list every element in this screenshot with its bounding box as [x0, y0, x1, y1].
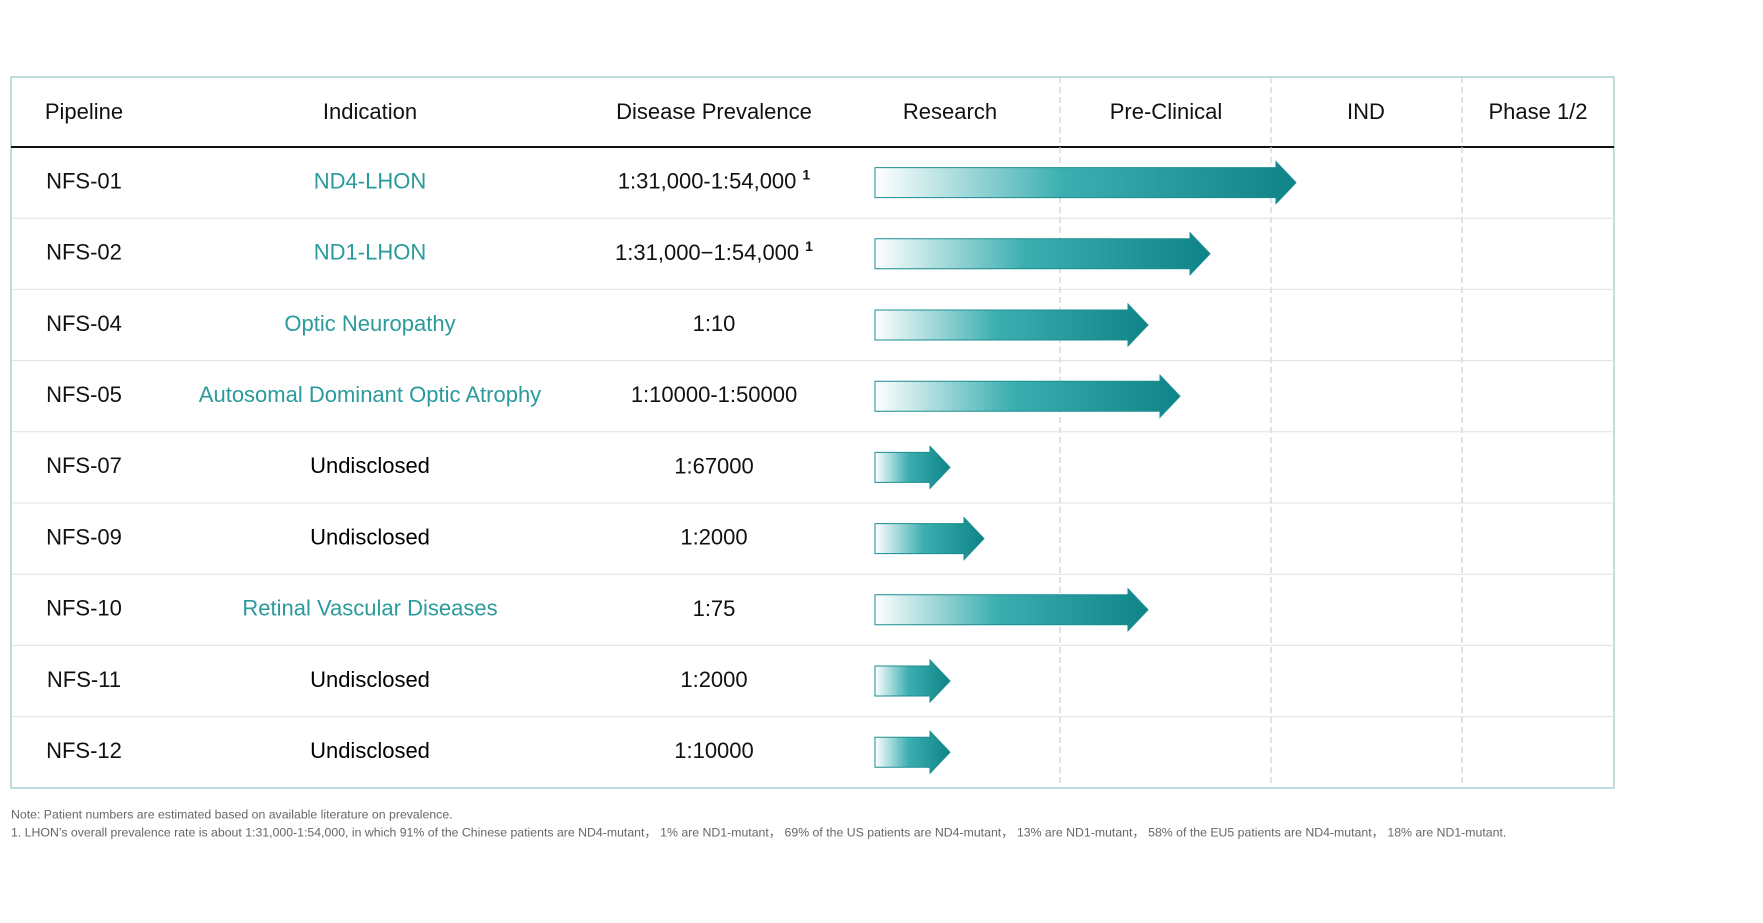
- prevalence: 1:2000: [680, 524, 747, 549]
- pipeline-id: NFS-11: [47, 667, 121, 692]
- pipeline-id: NFS-05: [46, 382, 122, 407]
- column-header: Indication: [323, 99, 417, 124]
- prevalence: 1:67000: [674, 453, 754, 478]
- indication: Undisclosed: [310, 667, 430, 692]
- prevalence: 1:2000: [680, 667, 747, 692]
- column-header: Pipeline: [45, 99, 123, 124]
- indication: Retinal Vascular Diseases: [242, 596, 497, 621]
- progress-arrow: [874, 658, 951, 704]
- column-header: Disease Prevalence: [616, 99, 812, 124]
- prevalence-value: 1:31,000−1:54,000: [615, 240, 799, 265]
- indication: ND1-LHON: [314, 240, 426, 265]
- pipeline-id: NFS-12: [46, 738, 122, 763]
- indication: ND4-LHON: [314, 168, 426, 193]
- column-header: Phase 1/2: [1488, 99, 1587, 124]
- prevalence: 1:75: [693, 596, 736, 621]
- note-ref: 1: [805, 238, 813, 254]
- indication: Undisclosed: [310, 453, 430, 478]
- progress-arrow: [874, 729, 951, 775]
- pipeline-id: NFS-01: [46, 168, 122, 193]
- pipeline-id: NFS-04: [46, 311, 122, 336]
- indication: Undisclosed: [310, 738, 430, 763]
- prevalence: 1:10000: [674, 738, 754, 763]
- progress-arrow: [874, 302, 1149, 348]
- pipeline-id: NFS-10: [46, 596, 122, 621]
- column-header: Pre-Clinical: [1110, 99, 1222, 124]
- pipeline-id: NFS-09: [46, 524, 122, 549]
- note-ref: 1: [802, 166, 810, 182]
- prevalence-value: 1:31,000-1:54,000: [618, 168, 797, 193]
- prevalence-value: 1:10000: [674, 738, 754, 763]
- table-border: [10, 76, 1615, 789]
- progress-arrow: [874, 373, 1181, 419]
- progress-arrow: [874, 587, 1149, 633]
- prevalence-value: 1:2000: [680, 667, 747, 692]
- indication: Autosomal Dominant Optic Atrophy: [199, 382, 541, 407]
- progress-arrow: [874, 445, 951, 490]
- prevalence: 1:10: [693, 311, 736, 336]
- indication: Optic Neuropathy: [284, 311, 455, 336]
- prevalence-value: 1:75: [693, 596, 736, 621]
- progress-arrow: [874, 160, 1297, 205]
- prevalence-value: 1:2000: [680, 524, 747, 549]
- column-header: Research: [903, 99, 997, 124]
- stage-dividers: [1059, 77, 1463, 788]
- pipeline-id: NFS-02: [46, 240, 122, 265]
- progress-arrow: [874, 231, 1211, 277]
- column-header: IND: [1347, 99, 1385, 124]
- pipeline-id: NFS-07: [46, 453, 122, 478]
- prevalence-value: 1:10000-1:50000: [631, 382, 797, 407]
- footnote: Note: Patient numbers are estimated base…: [11, 807, 453, 821]
- progress-arrow: [874, 516, 985, 561]
- prevalence: 1:10000-1:50000: [631, 382, 797, 407]
- prevalence: 1:31,000-1:54,000 1: [618, 166, 811, 193]
- indication: Undisclosed: [310, 524, 430, 549]
- prevalence-value: 1:10: [693, 311, 736, 336]
- footnote: 1. LHON’s overall prevalence rate is abo…: [11, 825, 1506, 839]
- prevalence: 1:31,000−1:54,000 1: [615, 238, 813, 265]
- prevalence-value: 1:67000: [674, 453, 754, 478]
